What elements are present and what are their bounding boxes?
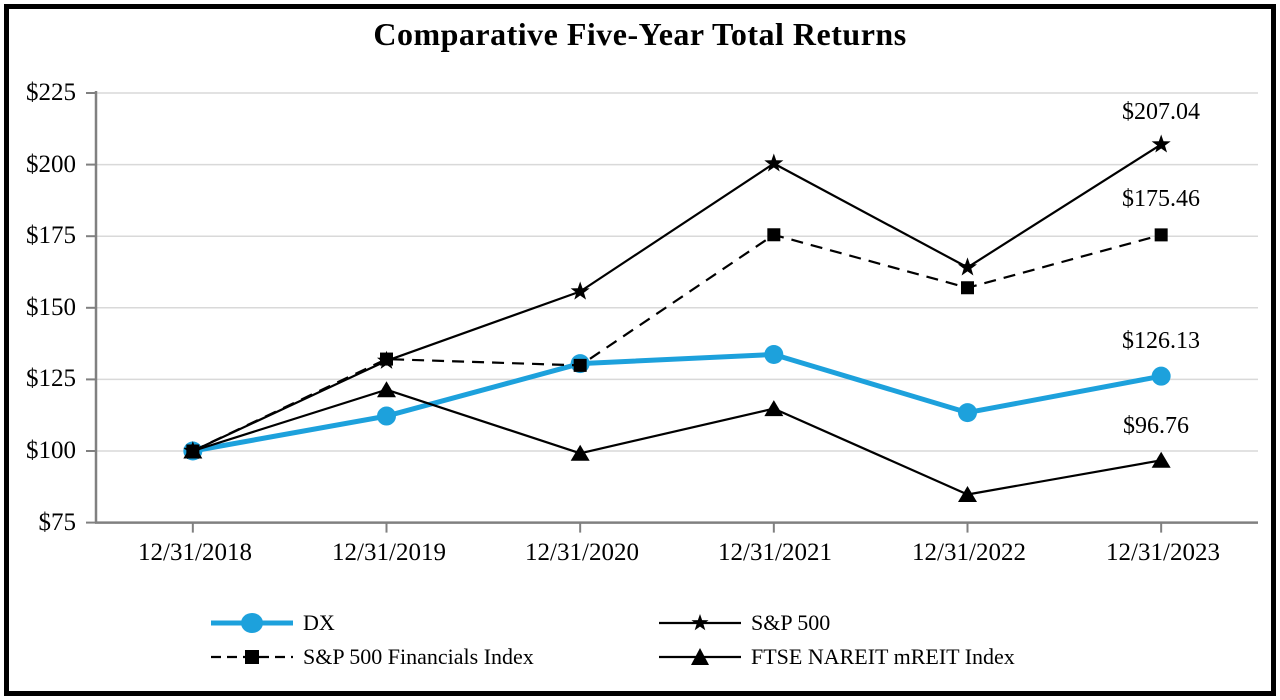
ftse-nareit-mreit-index-marker (1151, 451, 1171, 468)
s-p-500-marker (1151, 134, 1171, 153)
dx-marker (764, 344, 784, 364)
chart-title: Comparative Five-Year Total Returns (373, 16, 907, 52)
ftse-nareit-mreit-index-marker (958, 486, 977, 503)
y-axis-label-225: $225 (26, 79, 76, 106)
x-axis-label-2022: 12/31/2022 (912, 539, 1026, 566)
s-p-500-marker (570, 281, 590, 300)
legend-label-sp500: S&P 500 (751, 610, 831, 635)
data-label-financials: $175.46 (1122, 186, 1200, 212)
s-p-500-marker (957, 257, 978, 276)
x-axis-label-2021: 12/31/2021 (718, 539, 832, 566)
sp500-line-star-icon (659, 614, 741, 631)
chart-border-frame (4, 4, 1276, 696)
s-p-500-financials-index-marker (767, 228, 781, 242)
y-axis-label-125: $125 (26, 365, 76, 392)
y-axis-label-200: $200 (26, 151, 76, 178)
axes (86, 91, 1258, 533)
s-p-500-financials-index-marker (1154, 228, 1168, 242)
x-axis-label-2020: 12/31/2020 (525, 539, 639, 566)
y-axis-label-175: $175 (26, 222, 76, 249)
data-label-dx: $126.13 (1122, 328, 1200, 354)
dx-line-circle-icon (211, 613, 293, 633)
y-axis-label-150: $150 (26, 294, 76, 321)
legend-item-dx: DX (210, 610, 335, 636)
series-dx (183, 344, 1171, 461)
ftse-nareit-mreit-index-marker (377, 381, 396, 398)
ftse-nareit-mreit-index-marker (570, 444, 590, 461)
dx-marker (958, 403, 977, 423)
series-s-p-500 (183, 134, 1171, 460)
x-axis-label-2018: 12/31/2018 (138, 539, 252, 566)
s-p-500-financials-index-marker (961, 281, 974, 295)
legend-item-sp500: S&P 500 (658, 610, 830, 636)
dx-marker (377, 406, 396, 426)
legend-item-mreit: FTSE NAREIT mREIT Index (658, 644, 1015, 670)
mreit-line-triangle-icon (659, 648, 741, 665)
legend-label-mreit: FTSE NAREIT mREIT Index (751, 644, 1015, 669)
series-ftse-nareit-mreit-index (183, 381, 1171, 503)
s-p-500-financials-index-marker (380, 352, 393, 366)
legend-label-dx: DX (303, 610, 335, 635)
x-axis-label-2019: 12/31/2019 (332, 539, 446, 566)
x-axis-label-2023: 12/31/2023 (1106, 539, 1220, 566)
y-axis-label-100: $100 (26, 437, 76, 464)
dx-marker (1151, 366, 1171, 386)
s-p-500-marker (764, 153, 784, 172)
financials-dashed-square-icon (211, 650, 293, 664)
data-label-mreit: $96.76 (1123, 413, 1189, 439)
ftse-nareit-mreit-index-marker (183, 442, 203, 459)
data-label-sp500: $207.04 (1122, 99, 1200, 125)
gridlines (96, 92, 1258, 452)
ftse-nareit-mreit-index-marker (764, 400, 784, 417)
s-p-500-financials-index-marker (573, 358, 587, 372)
legend-label-financials: S&P 500 Financials Index (303, 644, 534, 669)
legend-item-financials: S&P 500 Financials Index (210, 644, 534, 670)
y-axis-label-75: $75 (38, 509, 77, 536)
